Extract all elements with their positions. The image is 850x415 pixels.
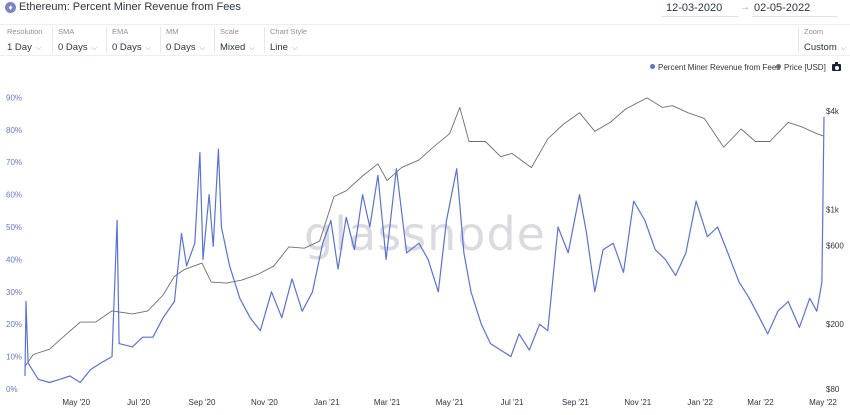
x-tick-label: May '21 — [436, 398, 464, 407]
y-left-tick-label: 40% — [6, 255, 22, 264]
mm-value: 0 Days — [166, 42, 196, 53]
legend-item-price[interactable]: Price [USD] — [776, 62, 826, 74]
chevron-down-icon: ⌵ — [291, 45, 298, 52]
price-series-line — [24, 97, 825, 367]
scale-label: Scale — [220, 27, 239, 36]
chart-area: glassnode 0%10%20%30%40%50%60%70%80%90% … — [6, 93, 844, 407]
x-tick-label: Jul '21 — [501, 398, 524, 407]
y-axis-left: 0% 10% 20% 30% 40% 50% 60% 70% 80% 90% — [6, 93, 22, 394]
chevron-down-icon: ⌵ — [249, 45, 255, 52]
y-axis-right: $80 $200 $600 $1k $4k — [826, 107, 844, 394]
chevron-down-icon: ⌵ — [35, 45, 42, 52]
y-left-tick-label: 30% — [6, 288, 22, 297]
x-tick-label: Sep '21 — [562, 398, 589, 407]
price-series-layer — [24, 97, 825, 367]
scale-select[interactable]: Scale Mixed ⌵ — [214, 27, 255, 53]
fees-series-layer — [24, 116, 825, 384]
legend-label-fees: Percent Miner Revenue from Fees — [658, 63, 781, 72]
sma-select[interactable]: SMA 0 Days ⌵ — [52, 27, 97, 53]
x-tick-label: Sep '20 — [189, 398, 216, 407]
mm-label: MM — [166, 27, 179, 36]
chart-style-select[interactable]: Chart Style Line ⌵ — [264, 27, 307, 53]
zoom-value: Custom — [804, 42, 837, 53]
x-tick-label: Jul '20 — [127, 398, 150, 407]
y-left-tick-label: 60% — [6, 191, 22, 200]
mm-select[interactable]: MM 0 Days ⌵ — [160, 27, 205, 53]
y-right-tick-label: $600 — [826, 242, 844, 251]
x-tick-label: Nov '20 — [251, 398, 278, 407]
legend-dot-icon — [776, 64, 781, 69]
y-right-tick-label: $200 — [826, 320, 844, 329]
x-tick-label: Mar '21 — [374, 398, 401, 407]
scale-value: Mixed — [220, 42, 246, 53]
y-left-tick-label: 0% — [6, 385, 18, 394]
sma-value: 0 Days — [58, 42, 88, 53]
legend-label-price: Price [USD] — [784, 63, 826, 72]
chevron-down-icon: ⌵ — [199, 45, 205, 52]
x-tick-label: Jan '22 — [687, 398, 713, 407]
chart-style-label: Chart Style — [270, 27, 308, 36]
y-left-tick-label: 80% — [6, 126, 22, 135]
resolution-label: Resolution — [7, 27, 43, 36]
chevron-down-icon: ⌵ — [840, 45, 847, 52]
date-end-input[interactable]: 02-05-2022 — [752, 0, 838, 17]
x-tick-label: May '22 — [809, 398, 837, 407]
y-left-tick-label: 50% — [6, 223, 22, 232]
y-right-tick-label: $4k — [826, 107, 840, 116]
chart-style-value: Line — [270, 42, 288, 53]
zoom-select[interactable]: Zoom Custom ⌵ — [798, 27, 846, 53]
chart-controls: Resolution 1 Day ⌵ SMA 0 Days ⌵ EMA 0 Days… — [0, 24, 850, 56]
chevron-down-icon: ⌵ — [145, 45, 151, 52]
resolution-value: 1 Day — [7, 42, 32, 53]
fees-series-line — [24, 116, 825, 384]
y-left-tick-label: 20% — [6, 320, 22, 329]
y-right-tick-label: $80 — [826, 385, 840, 394]
y-left-tick-label: 70% — [6, 158, 22, 167]
chevron-down-icon: ⌵ — [91, 45, 97, 52]
date-start-input[interactable]: 12-03-2020 — [662, 0, 738, 17]
ema-label: EMA — [112, 27, 129, 36]
x-tick-label: Jan '21 — [314, 398, 340, 407]
sma-label: SMA — [58, 27, 75, 36]
ethereum-icon: ♦ — [5, 2, 16, 13]
resolution-select[interactable]: Resolution 1 Day ⌵ — [2, 27, 42, 53]
x-tick-label: Nov '21 — [624, 398, 651, 407]
x-tick-label: Mar '22 — [747, 398, 774, 407]
x-axis: May '20 Jul '20 Sep '20 Nov '20 Jan '21 Mar '… — [62, 398, 837, 407]
camera-icon[interactable] — [832, 62, 841, 71]
legend-item-fees[interactable]: Percent Miner Revenue from Fees — [650, 62, 780, 74]
legend-dot-icon — [650, 64, 655, 69]
zoom-label: Zoom — [804, 27, 824, 36]
ema-value: 0 Days — [112, 42, 142, 53]
y-left-tick-label: 90% — [6, 93, 22, 102]
title-bar: ♦ Ethereum: Percent Miner Revenue from F… — [0, 0, 850, 20]
date-range-arrow-icon: → — [740, 2, 750, 13]
y-left-tick-label: 10% — [6, 353, 22, 362]
ema-select[interactable]: EMA 0 Days ⌵ — [106, 27, 151, 53]
page-title: Ethereum: Percent Miner Revenue from Fee… — [19, 1, 241, 13]
x-tick-label: May '20 — [62, 398, 90, 407]
y-right-tick-label: $1k — [826, 205, 840, 214]
